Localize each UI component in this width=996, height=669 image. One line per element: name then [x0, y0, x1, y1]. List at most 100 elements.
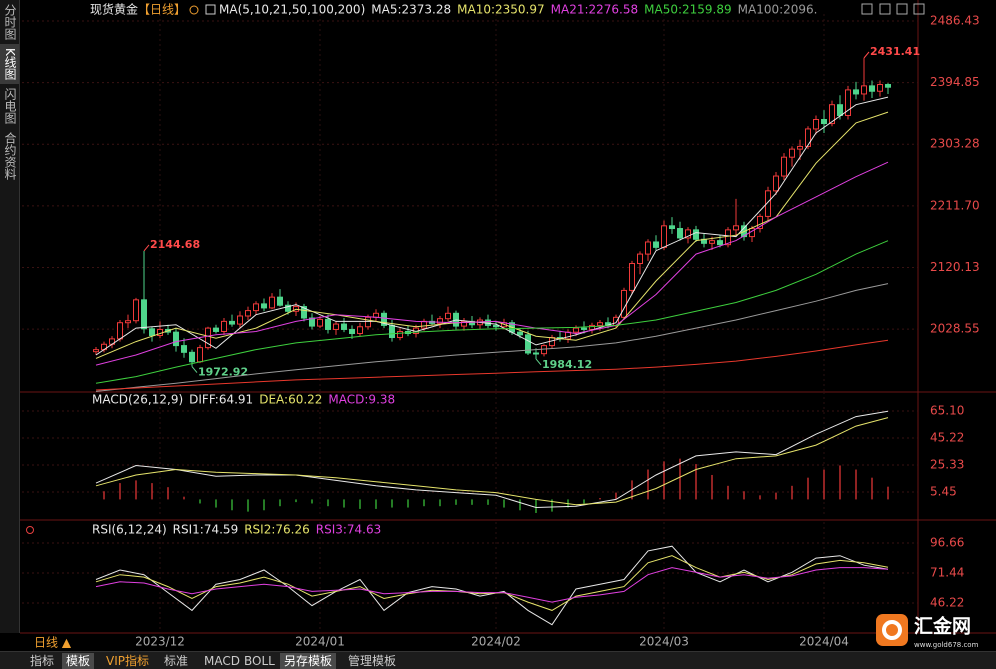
- line: [95, 240, 889, 384]
- candle-body: [629, 263, 635, 291]
- candle-body: [93, 349, 99, 353]
- legend-entry: DIFF:64.91: [189, 393, 253, 407]
- candle-body: [205, 327, 211, 349]
- line: [95, 339, 889, 391]
- candle-body: [261, 303, 267, 309]
- tab[interactable]: 合约资料: [3, 131, 17, 180]
- candle-body: [597, 322, 603, 326]
- x-tick-label: 2024/01: [295, 635, 345, 649]
- candle-body: [149, 328, 155, 337]
- candle-body: [461, 320, 467, 327]
- candle-body: [821, 119, 827, 125]
- legend-entry: RSI2:76.26: [244, 523, 310, 537]
- candle-body: [357, 326, 363, 334]
- candle-body: [813, 119, 819, 130]
- icon[interactable]: [879, 3, 891, 15]
- candle-body: [757, 215, 763, 230]
- legend-entry: MA21:2276.58: [551, 3, 639, 17]
- candle-body: [845, 89, 851, 116]
- candle-body: [277, 296, 283, 306]
- settings-icon[interactable]: [205, 4, 216, 15]
- logo-url: www.gold678.com: [914, 641, 979, 649]
- candle-body: [437, 318, 443, 324]
- x-tick-label: 2024/02: [471, 635, 521, 649]
- legend-entry: MACD:9.38: [328, 393, 395, 407]
- sidebar: 分时图 K线图 闪电图 合约资料: [0, 0, 20, 633]
- line: [95, 417, 889, 506]
- candle-body: [773, 175, 779, 192]
- candle-body: [709, 240, 715, 244]
- tab[interactable]: VIP指标: [106, 654, 149, 668]
- tab[interactable]: 标准: [164, 654, 189, 668]
- candle-body: [837, 104, 843, 116]
- candle-body: [885, 84, 891, 88]
- icon[interactable]: [896, 3, 908, 15]
- indicator-title: RSI(6,12,24): [92, 523, 167, 537]
- candle-body: [789, 148, 795, 158]
- candle-body: [141, 299, 147, 330]
- candle-body: [421, 320, 427, 329]
- candle-body: [197, 347, 203, 363]
- candle-body: [317, 318, 323, 327]
- candle-body: [661, 225, 667, 248]
- candle-body: [677, 228, 683, 239]
- candle-body: [581, 327, 587, 330]
- legend-entry: DEA:60.22: [259, 393, 322, 407]
- y-tick-label: 2303.28: [930, 137, 980, 151]
- window-icons: [861, 3, 925, 15]
- candle-body: [669, 225, 675, 230]
- tab[interactable]: BOLL: [244, 654, 275, 668]
- candle-body: [181, 345, 187, 353]
- candle-body: [533, 352, 539, 355]
- candle-body: [765, 190, 771, 217]
- low-label: 1972.92: [198, 366, 248, 379]
- candle-body: [237, 315, 243, 325]
- tab[interactable]: 另存模板: [280, 653, 337, 669]
- tab[interactable]: 管理模板: [348, 654, 397, 668]
- y-tick-label: 2120.13: [930, 260, 980, 274]
- candle-body: [525, 334, 531, 354]
- candle-body: [725, 229, 731, 246]
- ma-params: MA(5,10,21,50,100,200): [219, 3, 365, 17]
- candle-body: [301, 306, 307, 319]
- candle-body: [493, 324, 499, 328]
- tab[interactable]: 闪电图: [3, 87, 17, 124]
- legend-entry: RSI1:74.59: [173, 523, 239, 537]
- add-icon[interactable]: [189, 5, 199, 15]
- icon[interactable]: [913, 3, 925, 15]
- high-label: 2431.41: [870, 45, 920, 58]
- label-leader: [863, 51, 870, 59]
- y-tick-label: 25.33: [930, 458, 964, 472]
- candle-body: [117, 322, 123, 340]
- x-tick-label: 2024/03: [639, 635, 689, 649]
- logo-text: 汇金网: [914, 615, 971, 638]
- candle-body: [693, 229, 699, 240]
- legend-entry: MA100:2096.: [738, 3, 818, 17]
- tab[interactable]: MACD: [204, 654, 240, 668]
- indicator-icon[interactable]: [26, 526, 34, 534]
- period-button[interactable]: 日线 ▲: [34, 636, 72, 650]
- y-tick-label: 46.22: [930, 595, 964, 609]
- candle-body: [245, 310, 251, 317]
- line: [95, 555, 889, 611]
- icon[interactable]: [861, 3, 873, 15]
- tab[interactable]: 分时图: [3, 4, 17, 40]
- tab[interactable]: 指标: [30, 654, 55, 668]
- y-tick-label: 5.45: [930, 485, 957, 499]
- tab[interactable]: K线图: [0, 44, 19, 84]
- candle-body: [877, 84, 883, 92]
- candle-body: [685, 229, 691, 239]
- candle-body: [637, 253, 643, 265]
- tab[interactable]: 模板: [62, 653, 95, 669]
- legend-entry: MA10:2350.97: [457, 3, 545, 17]
- candle-body: [717, 240, 723, 246]
- candle-body: [229, 320, 235, 325]
- candle-body: [781, 156, 787, 177]
- candle-body: [733, 225, 739, 231]
- y-tick-label: 71.44: [930, 565, 964, 579]
- candle-body: [349, 328, 355, 334]
- candle-body: [333, 323, 339, 330]
- legend-entry: MA5:2373.28: [371, 3, 451, 17]
- y-tick-label: 2486.43: [930, 13, 980, 27]
